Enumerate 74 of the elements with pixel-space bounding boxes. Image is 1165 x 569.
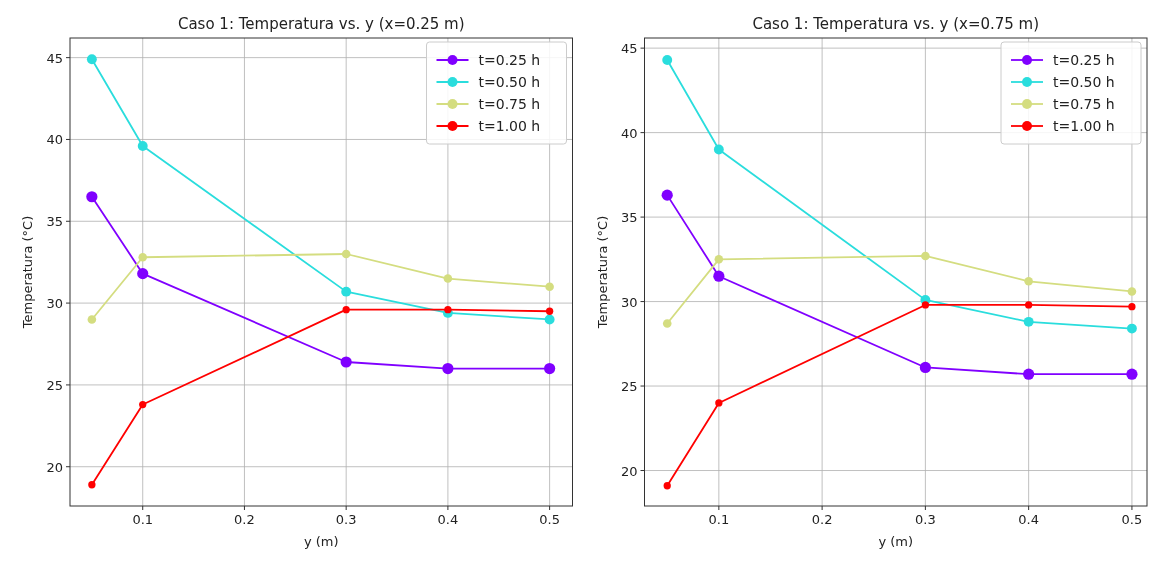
legend-label: t=0.75 h [478, 96, 541, 112]
point [1023, 316, 1034, 327]
point [1126, 323, 1137, 334]
point [919, 361, 931, 374]
x-tick-label: 0.2 [234, 512, 255, 527]
point [442, 362, 454, 375]
y-tick-label: 20 [620, 463, 638, 479]
x-tick-label: 0.5 [1121, 512, 1143, 527]
chart-title: Caso 1: Temperatura vs. y (x=0.75 m) [752, 15, 1040, 33]
point [138, 252, 148, 262]
point [341, 286, 352, 297]
y-tick-label: 25 [46, 377, 63, 393]
legend-label: t=0.25 h [1053, 52, 1115, 68]
y-tick-label: 45 [620, 41, 638, 57]
point [342, 305, 350, 314]
y-tick-label: 40 [46, 132, 63, 148]
point [87, 315, 97, 324]
point [137, 268, 149, 280]
y-tick-label: 40 [620, 125, 638, 141]
point [1126, 368, 1138, 380]
legend-label: t=0.25 h [478, 52, 541, 68]
x-tick-label: 0.5 [539, 512, 560, 527]
chart-title: Caso 1: Temperatura vs. y (x=0.25 m) [177, 15, 465, 33]
y-axis-title: Temperatura (°C) [20, 215, 35, 330]
point [715, 399, 723, 407]
y-tick-label: 35 [620, 210, 638, 226]
point [1128, 302, 1136, 311]
point [1023, 368, 1035, 380]
point [1127, 287, 1137, 296]
y-axis-title: Temperatura (°C) [594, 215, 610, 330]
point [545, 307, 554, 315]
legend-label: t=1.00 h [1053, 118, 1115, 134]
point [340, 356, 352, 368]
y-tick-label: 30 [620, 294, 638, 310]
x-tick-label: 0.1 [132, 512, 154, 527]
legend-label: t=0.50 h [478, 74, 541, 90]
legend-label: t=0.75 h [1053, 96, 1115, 112]
point [713, 270, 725, 282]
y-tick-label: 25 [620, 379, 638, 395]
point [661, 189, 673, 201]
point [663, 482, 671, 490]
point [714, 255, 724, 264]
x-tick-label: 0.3 [335, 512, 357, 527]
x-axis-title: y (m) [303, 534, 339, 549]
point [137, 141, 148, 151]
point [341, 249, 351, 259]
point [921, 251, 930, 261]
x-tick-label: 0.4 [1018, 512, 1039, 527]
x-axis-title: y (m) [878, 534, 914, 549]
point [544, 314, 555, 325]
y-tick-label: 45 [46, 50, 63, 66]
point [662, 55, 673, 65]
legend-label: t=0.50 h [1053, 74, 1115, 90]
point [443, 274, 453, 283]
x-tick-label: 0.4 [437, 512, 459, 527]
point [1024, 276, 1033, 286]
point [921, 301, 930, 309]
y-tick-label: 30 [46, 296, 63, 312]
x-tick-label: 0.3 [915, 512, 936, 527]
x-tick-label: 0.1 [708, 512, 730, 527]
legend-label: t=1.00 h [478, 118, 541, 134]
point [444, 305, 452, 314]
y-tick-label: 35 [46, 214, 63, 230]
point [88, 481, 96, 489]
point [544, 362, 556, 375]
point [86, 54, 97, 65]
point [86, 191, 98, 203]
point [662, 319, 672, 328]
point [139, 400, 147, 409]
point [1025, 301, 1033, 309]
y-tick-label: 20 [46, 459, 63, 475]
point [713, 144, 724, 155]
x-tick-label: 0.2 [811, 512, 833, 527]
point [545, 282, 554, 292]
